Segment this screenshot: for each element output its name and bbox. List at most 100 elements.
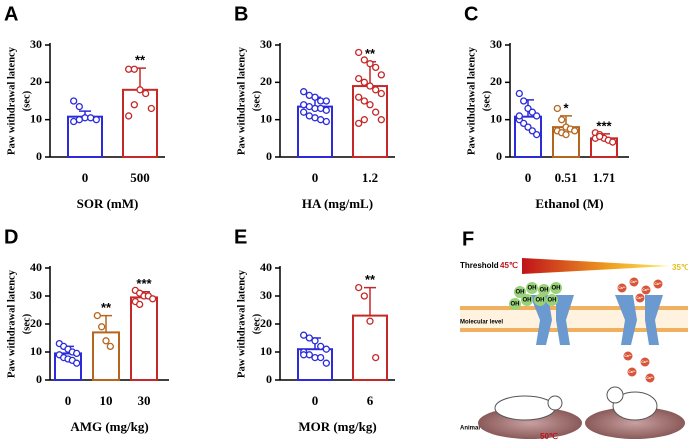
significance: ** (365, 272, 376, 287)
y-tick-label: 10 (30, 111, 42, 125)
bar-chart: B Paw withdrawal latency (sec) 0 10 20 30 HA (m… (234, 3, 395, 211)
x-axis-label: HA (mg/mL) (302, 196, 373, 211)
data-point (515, 112, 523, 120)
ca-ion (641, 285, 651, 295)
oh-label: OH (552, 286, 561, 292)
ca-label: Ca²⁺ (642, 288, 650, 292)
data-point (533, 112, 541, 120)
rat-head (547, 395, 563, 411)
oh-label: OH (523, 298, 532, 304)
data-point (360, 56, 368, 64)
y-tick-label: 30 (30, 288, 42, 302)
ca-ion (640, 357, 650, 367)
ca-ion (629, 277, 639, 287)
data-point (300, 331, 308, 339)
data-point (533, 130, 541, 139)
y-axis-label: Paw withdrawal latency (236, 46, 247, 155)
data-point (106, 342, 114, 351)
ca-label: Ca²⁺ (628, 370, 636, 374)
significance: ** (101, 300, 112, 315)
ca-label: Ca²⁺ (624, 354, 632, 358)
ca-label: Ca²⁺ (636, 296, 644, 300)
x-tick-label: 1.2 (362, 170, 378, 185)
data-point (372, 86, 380, 94)
y-tick-label: 30 (490, 37, 502, 51)
data-point (311, 337, 319, 345)
y-tick-label: 40 (30, 260, 42, 274)
data-point (571, 127, 579, 135)
threshold-label: Threshold (460, 261, 499, 270)
rat (494, 395, 556, 421)
y-tick-label: 10 (260, 344, 272, 358)
data-point (360, 78, 368, 86)
oh-bubble (546, 294, 558, 306)
oh-bubble (534, 294, 546, 306)
y-tick-label: 0 (266, 372, 272, 386)
ca-ion (635, 293, 645, 303)
x-axis-label: Ethanol (M) (535, 196, 603, 211)
data-point (130, 101, 138, 109)
data-point (366, 82, 374, 90)
data-point (93, 311, 101, 320)
bar (352, 314, 388, 381)
data-point (360, 292, 368, 300)
bar (130, 296, 158, 381)
data-point (102, 337, 110, 345)
data-point (98, 323, 106, 331)
x-tick-label: 1.71 (593, 170, 616, 185)
data-point (360, 97, 368, 105)
y-tick-label: 30 (260, 288, 272, 302)
bar (122, 88, 158, 158)
data-point (377, 116, 385, 124)
oh-label: OH (536, 298, 545, 304)
significance: ** (135, 53, 146, 68)
data-point (372, 63, 380, 72)
y-tick-label: 10 (30, 344, 42, 358)
panel-letter: A (4, 3, 18, 25)
ca-label: Ca²⁺ (646, 376, 654, 380)
ca-ion (623, 351, 633, 361)
y-tick-label: 20 (30, 316, 42, 330)
y-tick-label: 20 (490, 74, 502, 88)
channel (530, 295, 574, 345)
y-axis-unit: (sec) (481, 90, 492, 111)
data-point (142, 89, 150, 98)
oh-label: OH (540, 288, 549, 294)
mechanism-diagram: F Threshold 45℃ 35℃ Molecular level OHOH… (460, 228, 688, 441)
bar-chart: D Paw withdrawal latency (sec) 0 10 20 30 40 AMG… (4, 226, 169, 434)
plate-temp: 50℃ (540, 432, 558, 441)
data-point (372, 108, 380, 116)
data-point (70, 97, 78, 105)
significance: * (563, 100, 569, 115)
data-point (355, 119, 363, 128)
y-axis-label: Paw withdrawal latency (6, 269, 17, 378)
data-point (520, 97, 528, 105)
data-point (322, 345, 330, 353)
data-point (377, 89, 385, 98)
threshold-gradient (522, 258, 670, 274)
y-tick-label: 0 (496, 149, 502, 163)
x-tick-label: 0 (82, 170, 89, 185)
bar-chart: C Paw withdrawal latency (sec) 0 10 20 30 Ethan… (464, 3, 629, 211)
rat-head (606, 386, 624, 404)
y-tick-label: 20 (260, 74, 272, 88)
data-point (355, 48, 363, 57)
significance: ** (365, 46, 376, 61)
y-axis-label: Paw withdrawal latency (6, 46, 17, 155)
x-tick-label: 0 (65, 393, 72, 408)
data-point (609, 138, 617, 146)
cold-label: 35℃ (672, 263, 688, 272)
x-tick-label: 0 (312, 393, 319, 408)
significance: *** (596, 118, 612, 133)
calcium-ions: Ca²⁺ Ca²⁺ Ca²⁺ Ca²⁺ Ca²⁺ Ca²⁺ Ca²⁺ Ca²⁺ Ca²⁺ (617, 277, 663, 383)
x-tick-label: 0 (525, 170, 532, 185)
data-point (73, 359, 81, 367)
oh-bubble (550, 282, 562, 294)
ca-label: Ca²⁺ (630, 280, 638, 284)
y-axis-label: Paw withdrawal latency (466, 46, 477, 155)
y-tick-label: 10 (260, 111, 272, 125)
data-point (300, 351, 308, 359)
x-tick-label: 500 (130, 170, 150, 185)
data-point (596, 132, 604, 141)
x-tick-label: 10 (100, 393, 113, 408)
